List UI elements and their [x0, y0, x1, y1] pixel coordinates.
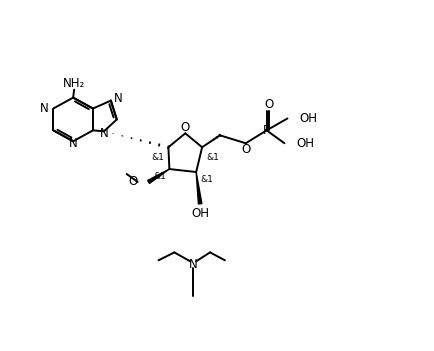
Text: &1: &1	[206, 153, 218, 162]
Text: N: N	[188, 258, 197, 271]
Text: N: N	[99, 127, 108, 140]
Text: P: P	[263, 124, 270, 137]
Text: N: N	[69, 137, 77, 150]
Text: OH: OH	[299, 112, 317, 125]
Text: O: O	[263, 98, 273, 111]
Text: N: N	[39, 102, 48, 115]
Text: NH₂: NH₂	[63, 77, 85, 90]
Text: O: O	[240, 143, 250, 156]
Text: O: O	[180, 121, 190, 134]
Polygon shape	[196, 172, 201, 204]
Text: O: O	[128, 176, 137, 188]
Polygon shape	[147, 169, 169, 184]
Text: N: N	[114, 92, 122, 105]
Text: &1: &1	[151, 153, 164, 162]
Text: &1: &1	[200, 176, 213, 185]
Text: &1: &1	[153, 172, 166, 181]
Text: OH: OH	[191, 207, 209, 220]
Text: OH: OH	[296, 137, 314, 150]
